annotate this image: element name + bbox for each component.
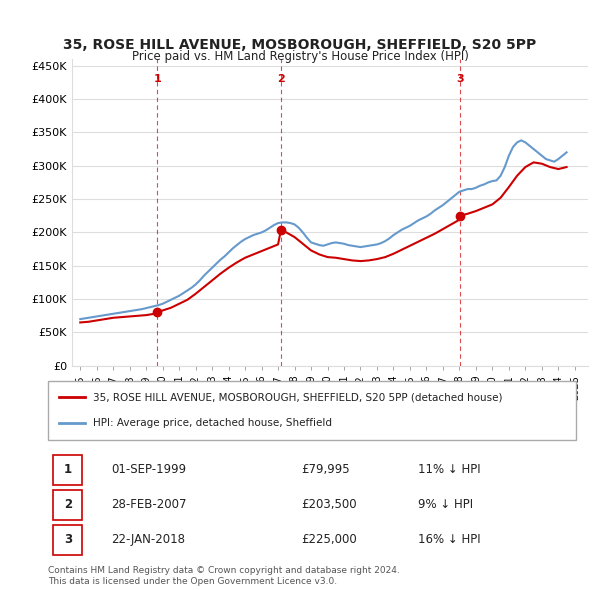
Text: Contains HM Land Registry data © Crown copyright and database right 2024.
This d: Contains HM Land Registry data © Crown c… bbox=[48, 566, 400, 586]
Text: Price paid vs. HM Land Registry's House Price Index (HPI): Price paid vs. HM Land Registry's House … bbox=[131, 50, 469, 63]
Text: 11% ↓ HPI: 11% ↓ HPI bbox=[418, 463, 480, 476]
Text: 3: 3 bbox=[457, 74, 464, 84]
Text: 22-JAN-2018: 22-JAN-2018 bbox=[112, 533, 185, 546]
Text: £225,000: £225,000 bbox=[301, 533, 357, 546]
FancyBboxPatch shape bbox=[53, 455, 82, 484]
Text: 2: 2 bbox=[277, 74, 285, 84]
Text: 16% ↓ HPI: 16% ↓ HPI bbox=[418, 533, 480, 546]
Text: £79,995: £79,995 bbox=[301, 463, 350, 476]
Text: 3: 3 bbox=[64, 533, 72, 546]
FancyBboxPatch shape bbox=[53, 490, 82, 520]
Text: 01-SEP-1999: 01-SEP-1999 bbox=[112, 463, 187, 476]
Text: 2: 2 bbox=[64, 498, 72, 511]
Text: £203,500: £203,500 bbox=[301, 498, 357, 511]
FancyBboxPatch shape bbox=[48, 381, 576, 440]
Text: 1: 1 bbox=[64, 463, 72, 476]
Text: 28-FEB-2007: 28-FEB-2007 bbox=[112, 498, 187, 511]
Text: 35, ROSE HILL AVENUE, MOSBOROUGH, SHEFFIELD, S20 5PP: 35, ROSE HILL AVENUE, MOSBOROUGH, SHEFFI… bbox=[64, 38, 536, 53]
Text: HPI: Average price, detached house, Sheffield: HPI: Average price, detached house, Shef… bbox=[93, 418, 332, 428]
Text: 9% ↓ HPI: 9% ↓ HPI bbox=[418, 498, 473, 511]
FancyBboxPatch shape bbox=[53, 525, 82, 555]
Text: 1: 1 bbox=[154, 74, 161, 84]
Text: 35, ROSE HILL AVENUE, MOSBOROUGH, SHEFFIELD, S20 5PP (detached house): 35, ROSE HILL AVENUE, MOSBOROUGH, SHEFFI… bbox=[93, 392, 502, 402]
